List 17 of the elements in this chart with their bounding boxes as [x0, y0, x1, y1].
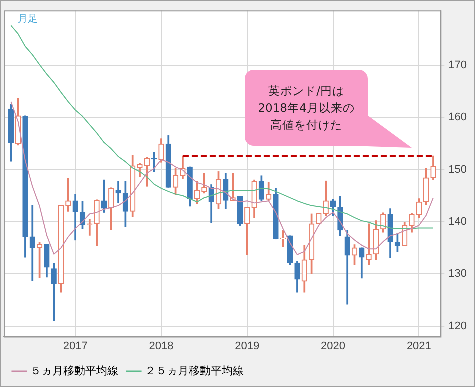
annotation: 月足 [18, 14, 38, 26]
annotation: 英ポンド/円は2018年4月以来の高値を付けた [245, 70, 368, 146]
legend-label: ２５ヵ月移動平均線 [145, 366, 244, 378]
legend-label: ５ヵ月移動平均線 [30, 366, 118, 378]
x-tick-label: 2019 [235, 340, 260, 352]
candlestick [30, 205, 36, 282]
candlestick [66, 178, 72, 212]
x-tick-label: 2021 [406, 340, 432, 352]
y-tick-label: 140 [448, 216, 468, 228]
y-tick-label: 130 [448, 268, 468, 280]
y-tick-label: 150 [448, 164, 468, 176]
x-tick-label: 2017 [63, 340, 88, 352]
y-tick-label: 160 [448, 112, 468, 124]
y-tick-label: 170 [448, 59, 468, 72]
x-tick-label: 2020 [321, 340, 346, 352]
y-tick-label: 120 [448, 320, 468, 332]
x-tick-label: 2018 [149, 340, 174, 352]
